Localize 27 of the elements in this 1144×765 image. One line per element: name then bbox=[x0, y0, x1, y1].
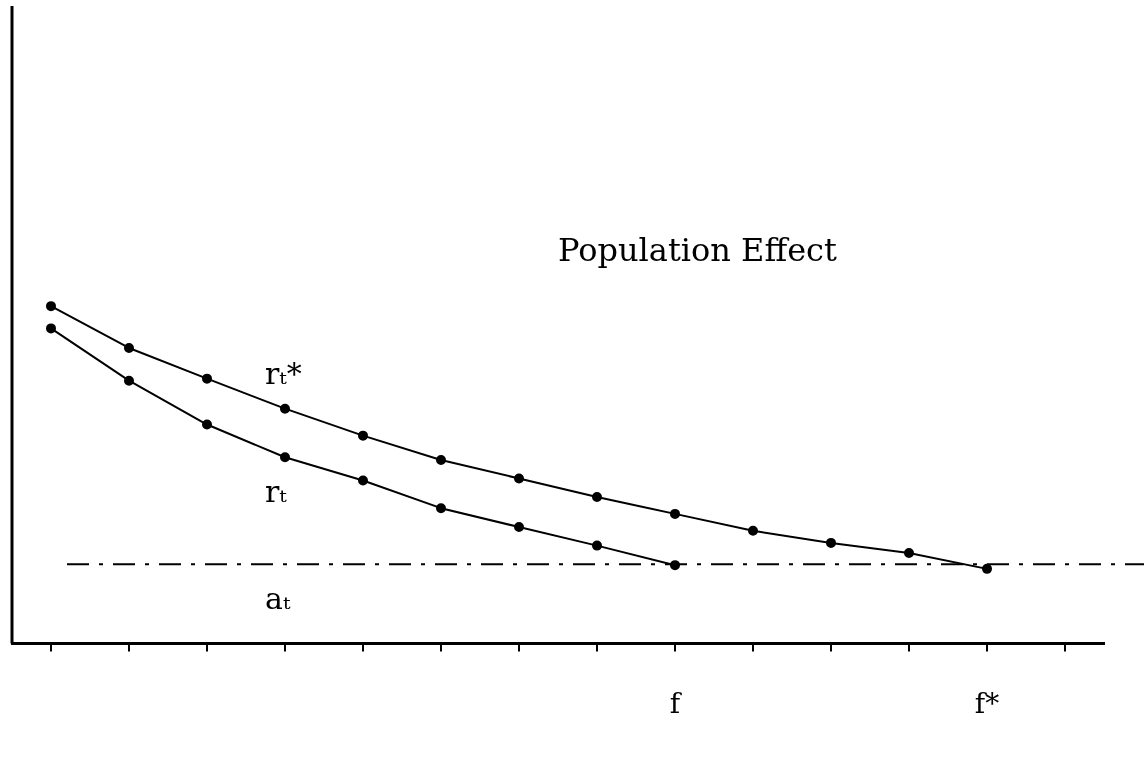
point bbox=[514, 473, 524, 484]
point bbox=[670, 508, 680, 519]
point bbox=[982, 563, 992, 574]
point bbox=[436, 503, 446, 514]
point bbox=[904, 548, 914, 559]
point bbox=[280, 403, 290, 414]
point bbox=[124, 342, 134, 353]
point bbox=[358, 475, 368, 486]
point bbox=[46, 323, 56, 334]
point bbox=[436, 454, 446, 465]
x-tick-label: f bbox=[669, 687, 683, 721]
point bbox=[514, 522, 524, 533]
ref-line-label: aₜ bbox=[265, 581, 291, 617]
point bbox=[592, 492, 602, 503]
x-tick-label: f* bbox=[974, 687, 1000, 721]
point bbox=[202, 373, 212, 384]
point bbox=[358, 430, 368, 441]
point bbox=[124, 375, 134, 386]
series-label: rₜ* bbox=[265, 355, 302, 391]
point bbox=[748, 525, 758, 536]
point bbox=[826, 537, 836, 548]
series-label: rₜ bbox=[265, 474, 288, 510]
point bbox=[592, 540, 602, 551]
point bbox=[280, 452, 290, 463]
text: Population Effect bbox=[558, 230, 837, 269]
point bbox=[46, 301, 56, 312]
point bbox=[202, 419, 212, 430]
